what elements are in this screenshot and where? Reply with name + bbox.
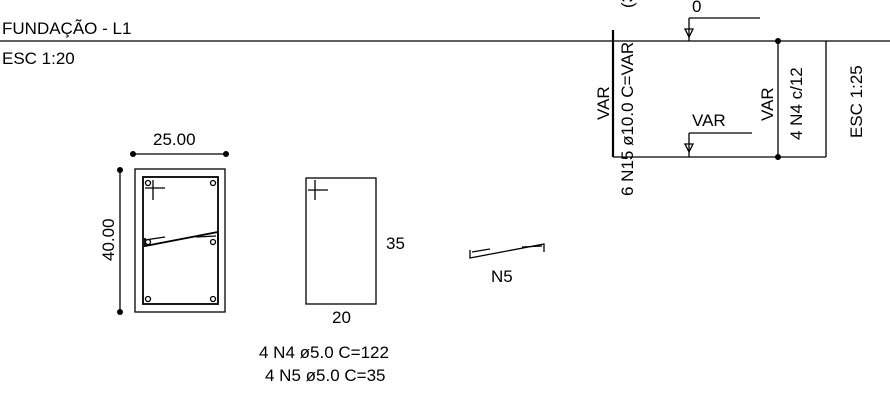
cross-section: 25.00 40.00	[99, 130, 229, 315]
elevation-longitudinal-spec: 4 N4 c/12	[787, 67, 806, 140]
rebar-dot	[144, 295, 152, 303]
level-marker-top-triangle	[683, 28, 695, 39]
hook-detail-label: N5	[491, 267, 513, 286]
drawing-scale-left: ESC 1:20	[2, 49, 75, 68]
rebar-schedule-line-2: 4 N5 ø5.0 C=35	[265, 366, 386, 385]
width-dimension-label: 25.00	[153, 130, 196, 149]
hook-detail-inner-left	[471, 248, 491, 253]
rebar-dot	[144, 238, 152, 246]
level-marker-bottom-label: VAR	[692, 111, 726, 130]
width-dimension-tick-right	[223, 151, 229, 157]
elevation-bar-dot-bottom	[775, 154, 781, 160]
hook-detail-inner-right	[521, 245, 543, 248]
rebar-dot	[209, 179, 217, 187]
elevation-left-var: VAR	[594, 86, 613, 120]
rebar-dot	[209, 238, 217, 246]
level-marker-top-label: 0	[692, 0, 701, 16]
rebar-dot	[209, 295, 217, 303]
height-dimension-tick-top	[117, 167, 123, 173]
elevation-view: 0 VAR VAR 6 N15 ø10.0 C=VAR (3) VAR 4 N4…	[594, 0, 866, 196]
elevation-bar-dot-top	[775, 38, 781, 44]
hook-detail: N5	[469, 243, 545, 286]
level-marker-bottom-triangle	[683, 143, 695, 154]
tie-bar-hook-right	[195, 235, 217, 238]
stirrup	[142, 176, 219, 305]
concrete-outline	[134, 168, 226, 313]
stirrup-detail: 35 20	[305, 177, 405, 327]
stirrup-width-label: 20	[332, 308, 351, 327]
height-dimension-tick-bottom	[117, 309, 123, 315]
hook-detail-shape	[469, 243, 545, 259]
width-dimension-tick-left	[130, 151, 136, 157]
stirrup-detail-shape	[305, 177, 377, 305]
drawing-scale-right: ESC 1:25	[847, 65, 866, 138]
drawing-title: FUNDAÇÃO - L1	[2, 19, 131, 38]
rebar-schedule-line-1: 4 N4 ø5.0 C=122	[259, 343, 389, 362]
elevation-stirrup-spec: 6 N15 ø10.0 C=VAR	[618, 42, 637, 196]
height-dimension-label: 40.00	[99, 218, 118, 261]
elevation-stirrup-count: (3)	[618, 0, 637, 8]
rebar-dot	[144, 179, 152, 187]
elevation-right-var: VAR	[758, 87, 777, 121]
stirrup-height-label: 35	[386, 234, 405, 253]
